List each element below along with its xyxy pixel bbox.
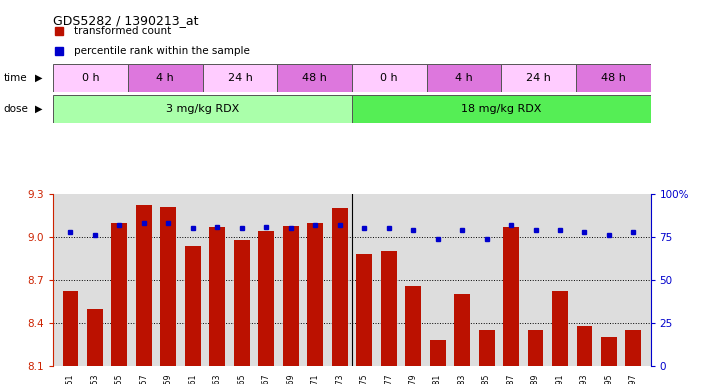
Text: percentile rank within the sample: percentile rank within the sample	[74, 46, 250, 56]
Text: GDS5282 / 1390213_at: GDS5282 / 1390213_at	[53, 14, 199, 27]
Bar	[352, 95, 651, 123]
Text: 48 h: 48 h	[601, 73, 626, 83]
Bar	[454, 294, 470, 366]
Bar	[405, 286, 421, 366]
Text: 24 h: 24 h	[228, 73, 252, 83]
Bar	[479, 330, 495, 366]
Text: dose: dose	[4, 104, 28, 114]
Bar	[503, 227, 519, 366]
Bar	[528, 330, 543, 366]
Bar	[53, 95, 352, 123]
Bar	[53, 64, 128, 92]
Bar	[576, 64, 651, 92]
Bar	[352, 64, 427, 92]
Bar	[209, 227, 225, 366]
Text: 24 h: 24 h	[526, 73, 551, 83]
Text: transformed count: transformed count	[74, 26, 171, 36]
Text: 3 mg/kg RDX: 3 mg/kg RDX	[166, 104, 240, 114]
Text: 48 h: 48 h	[302, 73, 327, 83]
Bar	[427, 64, 501, 92]
Bar	[380, 252, 397, 366]
Text: 18 mg/kg RDX: 18 mg/kg RDX	[461, 104, 542, 114]
Bar	[429, 340, 446, 366]
Bar	[87, 309, 103, 366]
Bar	[277, 64, 352, 92]
Bar	[332, 209, 348, 366]
Text: 4 h: 4 h	[455, 73, 473, 83]
Bar	[552, 291, 568, 366]
Bar	[185, 246, 201, 366]
Bar	[307, 223, 324, 366]
Text: 0 h: 0 h	[380, 73, 398, 83]
Bar	[577, 326, 592, 366]
Bar	[601, 337, 617, 366]
Bar	[161, 207, 176, 366]
Text: 4 h: 4 h	[156, 73, 174, 83]
Text: ▶: ▶	[36, 73, 43, 83]
Bar	[63, 291, 78, 366]
Bar	[283, 225, 299, 366]
Bar	[501, 64, 576, 92]
Bar	[234, 240, 250, 366]
Bar	[626, 330, 641, 366]
Bar	[258, 231, 274, 366]
Bar	[136, 205, 152, 366]
Bar	[112, 223, 127, 366]
Bar	[128, 64, 203, 92]
Bar	[203, 64, 277, 92]
Text: time: time	[4, 73, 27, 83]
Bar	[356, 254, 372, 366]
Text: ▶: ▶	[36, 104, 43, 114]
Text: 0 h: 0 h	[82, 73, 100, 83]
